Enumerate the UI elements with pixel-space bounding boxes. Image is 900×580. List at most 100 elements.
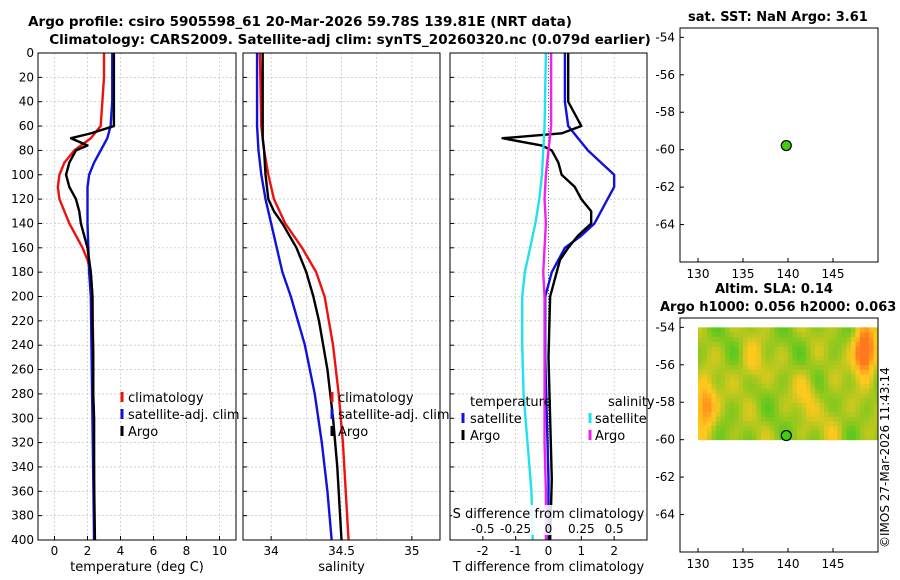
- heatmap-cell: [792, 406, 798, 413]
- heatmap-cell: [828, 346, 834, 352]
- heatmap-cell: [828, 360, 834, 366]
- heatmap-cell: [842, 332, 847, 338]
- heatmap-cell: [761, 346, 766, 352]
- y-tick-label: -62: [655, 180, 675, 194]
- heatmap-cell: [828, 336, 834, 342]
- heatmap-cell: [837, 406, 843, 413]
- heatmap-cell: [720, 388, 726, 394]
- heatmap-cell: [738, 350, 744, 356]
- heatmap-cell: [720, 378, 726, 385]
- heatmap-cell: [873, 435, 879, 441]
- heatmap-cell: [761, 406, 766, 413]
- heatmap-cell: [783, 360, 789, 366]
- heatmap-cell: [711, 350, 717, 356]
- heatmap-cell: [738, 355, 744, 361]
- heatmap-cell: [797, 336, 802, 342]
- heatmap-cell: [833, 341, 838, 347]
- heatmap-cell: [752, 355, 757, 361]
- heatmap-cell: [765, 430, 771, 436]
- heatmap-cell: [869, 369, 874, 375]
- heatmap-cell: [725, 346, 730, 352]
- heatmap-cell: [792, 402, 798, 408]
- heatmap-cell: [815, 336, 820, 342]
- heatmap-cell: [770, 402, 775, 408]
- heatmap-cell: [788, 420, 793, 427]
- heatmap-cell: [729, 341, 735, 347]
- heatmap-cell: [828, 397, 834, 403]
- heatmap-cell: [716, 425, 721, 431]
- heatmap-cell: [729, 346, 735, 352]
- heatmap-cell: [792, 374, 798, 380]
- legend-label: satellite-adj. clim: [338, 408, 450, 423]
- heatmap-cell: [765, 406, 771, 413]
- heatmap-cell: [698, 332, 703, 338]
- heatmap-cell: [815, 406, 820, 413]
- heatmap-cell: [788, 374, 793, 380]
- heatmap-cell: [833, 411, 838, 417]
- heatmap-cell: [761, 364, 766, 370]
- heatmap-cell: [761, 402, 766, 408]
- x-tick-label: -1: [510, 544, 522, 558]
- heatmap-cell: [819, 402, 825, 408]
- heatmap-cell: [860, 355, 865, 361]
- heatmap-cell: [725, 336, 730, 342]
- heatmap-cell: [711, 364, 717, 370]
- x-tick-label: 130: [687, 557, 710, 571]
- heatmap-cell: [810, 397, 816, 403]
- heatmap-cell: [855, 411, 861, 417]
- heatmap-cell: [711, 378, 717, 385]
- y-tick-label: 300: [11, 411, 34, 425]
- heatmap-cell: [698, 402, 703, 408]
- heatmap-cell: [815, 378, 820, 385]
- heatmap-cell: [806, 355, 811, 361]
- heatmap-cell: [720, 411, 726, 417]
- heatmap-cell: [734, 392, 739, 399]
- heatmap-cell: [833, 364, 838, 370]
- heatmap-cell: [806, 416, 811, 422]
- heatmap-cell: [770, 341, 775, 347]
- heatmap-cell: [842, 369, 847, 375]
- heatmap-cell: [774, 397, 780, 403]
- heatmap-cell: [860, 369, 865, 375]
- heatmap-cell: [797, 341, 802, 347]
- x-tick-label: 4: [117, 544, 125, 558]
- heatmap-cell: [770, 435, 775, 441]
- heatmap-cell: [788, 378, 793, 385]
- heatmap-cell: [806, 336, 811, 342]
- heatmap-cell: [806, 402, 811, 408]
- heatmap-cell: [702, 341, 708, 347]
- heatmap-cell: [720, 430, 726, 436]
- heatmap-cell: [734, 336, 739, 342]
- heatmap-cell: [734, 360, 739, 366]
- x-axis-label: temperature (deg C): [70, 560, 204, 575]
- heatmap-cell: [770, 388, 775, 394]
- heatmap-cell: [774, 355, 780, 361]
- heatmap-cell: [725, 392, 730, 399]
- heatmap-cell: [707, 435, 712, 441]
- heatmap-cell: [720, 350, 726, 356]
- heatmap-cell: [698, 346, 703, 352]
- title-line-1: Argo profile: csiro 5905598_61 20-Mar-20…: [28, 14, 572, 30]
- heatmap-cell: [770, 355, 775, 361]
- heatmap-cell: [801, 336, 807, 342]
- heatmap-cell: [873, 350, 879, 356]
- heatmap-cell: [698, 435, 703, 441]
- heatmap-cell: [770, 392, 775, 399]
- heatmap-cell: [824, 425, 829, 431]
- heatmap-cell: [738, 392, 744, 399]
- heatmap-cell: [846, 336, 852, 342]
- heatmap-cell: [824, 435, 829, 441]
- heatmap-cell: [846, 383, 852, 389]
- heatmap-cell: [846, 364, 852, 370]
- heatmap-cell: [869, 341, 874, 347]
- heatmap-cell: [842, 388, 847, 394]
- heatmap-cell: [725, 327, 730, 333]
- heatmap-cell: [747, 341, 753, 347]
- heatmap-cell: [711, 435, 717, 441]
- heatmap-cell: [797, 355, 802, 361]
- heatmap-cell: [801, 397, 807, 403]
- heatmap-cell: [833, 420, 838, 427]
- heatmap-cell: [801, 355, 807, 361]
- heatmap-cell: [792, 350, 798, 356]
- heatmap-cell: [860, 392, 865, 399]
